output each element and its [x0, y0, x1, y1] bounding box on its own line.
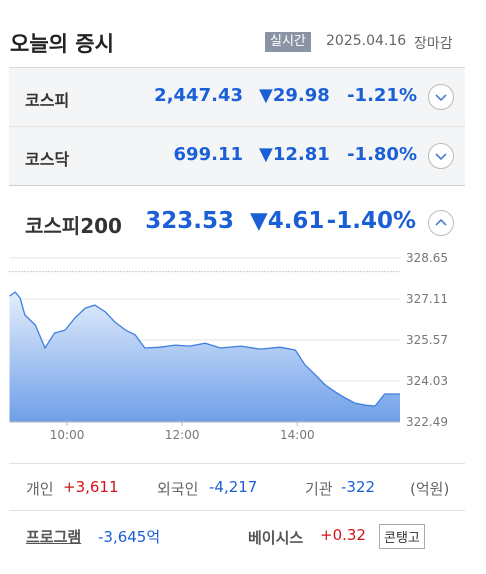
investor-label: 개인 [26, 480, 54, 498]
x-tick-label: 14:00 [280, 428, 315, 442]
index-name: 코스닥 [25, 150, 70, 169]
program-label[interactable]: 프로그램 [26, 528, 82, 546]
basis-label: 베이시스 [248, 529, 304, 547]
index-rate: -1.80% [347, 144, 417, 165]
index-change: ▼12.81 [259, 144, 330, 165]
chart: 328.65 327.11 325.57 324.03 322.49 10:00 12:00… [9, 251, 448, 442]
investor-row: 개인 +3,611 외국인 -4,217 기관 -322 (억원) [9, 463, 465, 511]
index-value: 699.11 [173, 144, 243, 165]
y-tick-label: 322.49 [406, 415, 448, 429]
index-row[interactable]: 코스닥 699.11 ▼12.81 -1.80% [9, 127, 465, 186]
basis-value: +0.32 [320, 526, 366, 544]
index-row[interactable]: 코스피 2,447.43 ▼29.98 -1.21% [9, 67, 465, 127]
badge: 실시간 [265, 32, 311, 52]
expand-button[interactable] [427, 142, 455, 170]
index-value: 323.53 [145, 208, 234, 234]
index-value: 2,447.43 [154, 85, 243, 106]
area [9, 292, 400, 422]
investor-label: 기관 [305, 480, 333, 498]
program-value: -3,645억 [98, 528, 161, 546]
x-tick-label: 12:00 [165, 428, 200, 442]
status: 장마감 [414, 36, 453, 52]
index-change: ▼29.98 [259, 85, 330, 106]
index-rate: -1.21% [347, 85, 417, 106]
index-rate: -1.40% [326, 208, 416, 234]
unit: (억원) [410, 480, 450, 498]
collapse-button[interactable] [427, 209, 455, 237]
y-tick-label: 324.03 [406, 374, 448, 388]
title: 오늘의 증시 [10, 32, 114, 56]
y-tick-label: 328.65 [406, 251, 448, 265]
expand-button[interactable] [427, 83, 455, 111]
investor-value: -322 [341, 478, 376, 496]
index-name: 코스피200 [25, 214, 122, 238]
index-name: 코스피 [25, 91, 70, 110]
investor-value: -4,217 [209, 478, 258, 496]
y-tick-label: 325.57 [406, 333, 448, 347]
basis-status: 콘탱고 [379, 524, 425, 549]
y-tick-label: 327.11 [406, 292, 448, 306]
date: 2025.04.16 [326, 33, 407, 49]
investor-label: 외국인 [157, 480, 199, 498]
x-tick-label: 10:00 [50, 428, 85, 442]
investor-value: +3,611 [63, 478, 119, 496]
line [9, 291, 400, 407]
index-change: ▼4.61 [250, 208, 325, 234]
